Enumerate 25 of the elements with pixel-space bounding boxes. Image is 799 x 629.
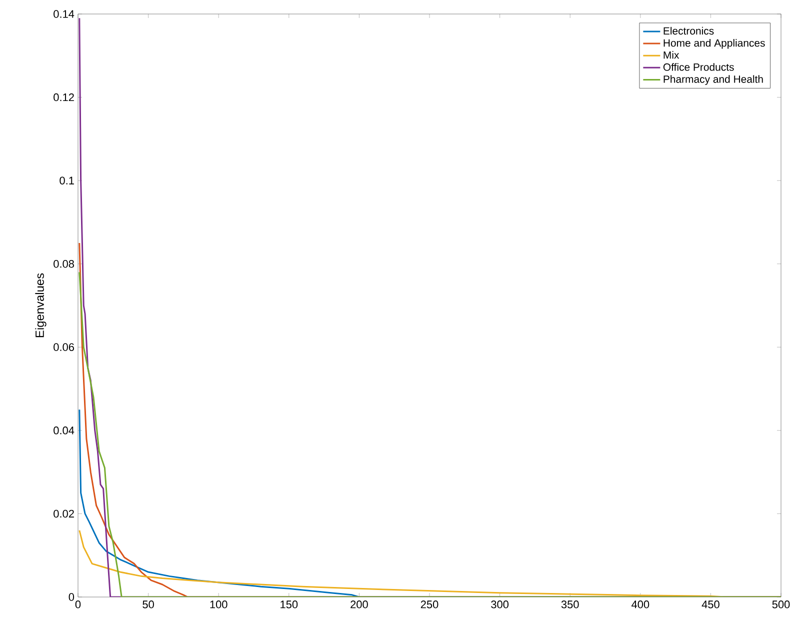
x-tick-label: 100: [210, 600, 228, 608]
y-tick-label: 0.1: [60, 176, 74, 184]
y-tick-label: 0.06: [54, 343, 74, 352]
legend-label: Home and Appliances: [664, 38, 765, 49]
x-tick-label: 300: [491, 600, 509, 608]
y-tick-label: 0.02: [54, 510, 74, 518]
legend-label: Office Products: [663, 63, 734, 71]
x-tick-label: 150: [280, 600, 298, 608]
y-tick-label: 0.08: [54, 260, 74, 268]
x-tick-label: 0: [75, 600, 81, 608]
y-tick-label: 0: [68, 593, 74, 601]
y-axis-title: Eigenvalues: [35, 273, 46, 338]
y-tick-label: 0.04: [54, 426, 74, 434]
legend-label: Mix: [664, 51, 680, 59]
y-tick-label: 0.12: [54, 93, 74, 102]
x-tick-label: 500: [772, 600, 790, 608]
x-tick-label: 250: [420, 600, 438, 608]
x-tick-label: 50: [142, 600, 154, 608]
x-tick-label: 450: [702, 600, 720, 608]
x-tick-label: 200: [350, 600, 368, 608]
legend-label: Electronics: [664, 26, 714, 35]
legend-label: Pharmacy and Health: [664, 75, 763, 85]
y-tick-label: 0.14: [54, 10, 74, 18]
x-tick-label: 400: [632, 600, 650, 608]
x-tick-label: 350: [561, 600, 579, 608]
